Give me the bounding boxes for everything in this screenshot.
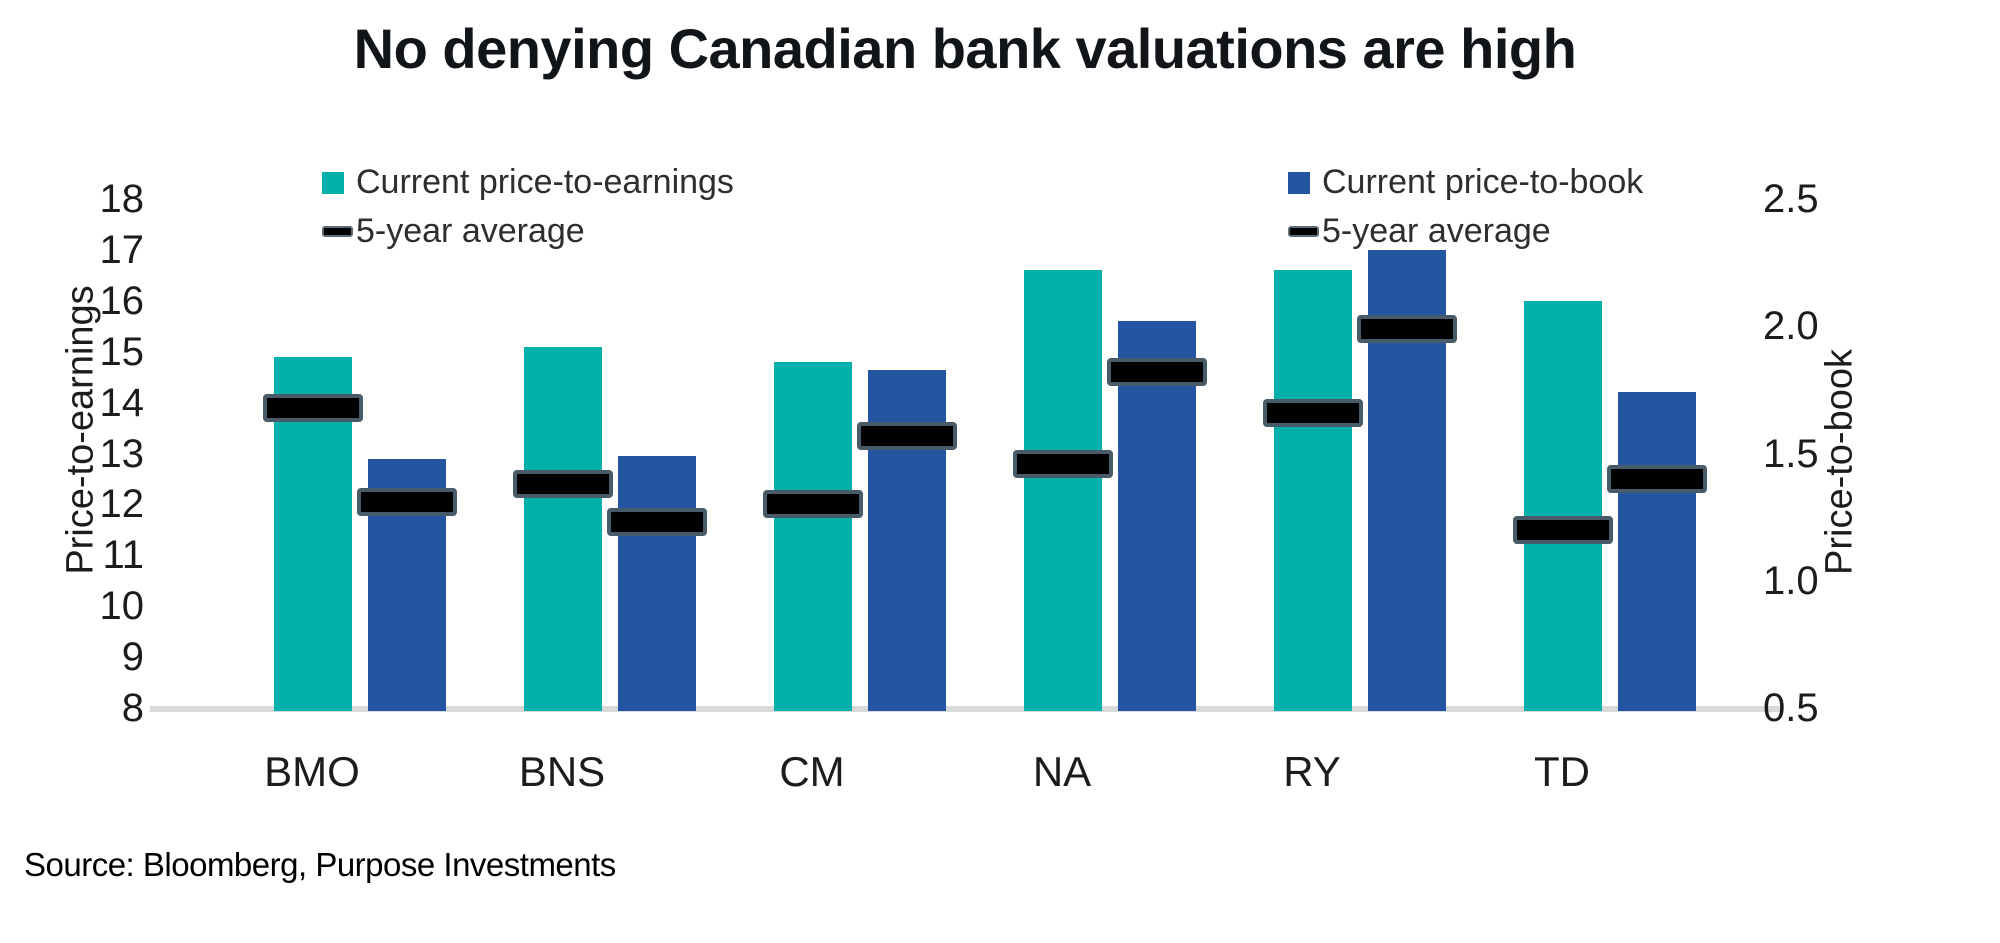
legend-item-label: Current price-to-book xyxy=(1322,163,1644,201)
category-label-BNS: BNS xyxy=(518,748,606,795)
pe-square-swatch-icon xyxy=(322,171,356,194)
bar-pe-NA xyxy=(1024,270,1102,711)
bar-pe-BNS xyxy=(524,346,602,711)
left-axis-tick-12: 12 xyxy=(99,482,145,527)
avg-dash-pb-CM xyxy=(857,421,957,450)
left-axis-tick-14: 14 xyxy=(99,380,145,425)
legend-item-pe-average: 5-year average xyxy=(322,209,734,254)
right-axis-tick-1.0: 1.0 xyxy=(1763,558,1819,603)
avg-dash-pe-NA xyxy=(1013,449,1113,478)
avg-dash-pb-NA xyxy=(1107,358,1207,387)
avg-dash-pe-BNS xyxy=(513,470,613,499)
avg-dash-pe-CM xyxy=(763,490,863,519)
right-axis-tick-2.0: 2.0 xyxy=(1763,304,1819,349)
left-axis-tick-16: 16 xyxy=(99,278,145,323)
legend-item-current-pb: Current price-to-book xyxy=(1288,160,1643,205)
legend-item-label: Current price-to-earnings xyxy=(356,163,734,201)
bar-pb-NA xyxy=(1118,321,1196,711)
chart-title: No denying Canadian bank valuations are … xyxy=(353,17,1577,80)
left-axis-tick-8: 8 xyxy=(121,686,144,730)
avg-dash-pe-BMO xyxy=(263,393,363,422)
right-axis-tick-2.5: 2.5 xyxy=(1763,177,1819,221)
avg-dash-pb-TD xyxy=(1607,464,1707,493)
average-dash-swatch-icon xyxy=(1288,226,1322,237)
legend-price-to-book: Current price-to-book 5-year average xyxy=(1288,160,1643,254)
legend-item-label: 5-year average xyxy=(356,212,585,250)
bar-pb-CM xyxy=(868,369,946,711)
bar-pe-RY xyxy=(1274,270,1352,711)
left-axis-tick-11: 11 xyxy=(102,533,144,578)
right-axis-tick-0.5: 0.5 xyxy=(1763,686,1819,730)
avg-dash-pb-BNS xyxy=(607,508,707,537)
legend-item-current-pe: Current price-to-earnings xyxy=(322,160,734,205)
avg-dash-pe-TD xyxy=(1513,515,1613,544)
source-note: Source: Bloomberg, Purpose Investments xyxy=(24,846,616,883)
avg-dash-pb-BMO xyxy=(357,487,457,516)
category-label-RY: RY xyxy=(1283,748,1341,795)
category-label-TD: TD xyxy=(1534,748,1590,795)
legend-item-label: 5-year average xyxy=(1322,212,1551,250)
left-axis-tick-18: 18 xyxy=(99,177,145,221)
legend-price-to-earnings: Current price-to-earnings 5-year average xyxy=(322,160,734,254)
legend-item-pb-average: 5-year average xyxy=(1288,209,1643,254)
average-dash-swatch-icon xyxy=(322,226,356,237)
category-label-CM: CM xyxy=(779,748,845,795)
pb-square-swatch-icon xyxy=(1288,171,1322,194)
left-axis-tick-10: 10 xyxy=(99,584,145,629)
avg-dash-pb-RY xyxy=(1357,314,1457,343)
category-label-BMO: BMO xyxy=(264,748,360,795)
left-axis-tick-13: 13 xyxy=(99,431,145,476)
category-label-NA: NA xyxy=(1032,748,1092,795)
avg-dash-pe-RY xyxy=(1263,398,1363,427)
left-axis-tick-15: 15 xyxy=(99,329,145,374)
left-axis-tick-17: 17 xyxy=(99,227,145,272)
x-axis-line xyxy=(150,706,1780,712)
bar-pb-BNS xyxy=(618,456,696,711)
right-axis-tick-1.5: 1.5 xyxy=(1763,431,1819,476)
bar-pe-TD xyxy=(1524,300,1602,711)
bar-pb-TD xyxy=(1618,392,1696,711)
bar-pe-CM xyxy=(774,361,852,711)
left-axis-tick-9: 9 xyxy=(121,635,144,680)
